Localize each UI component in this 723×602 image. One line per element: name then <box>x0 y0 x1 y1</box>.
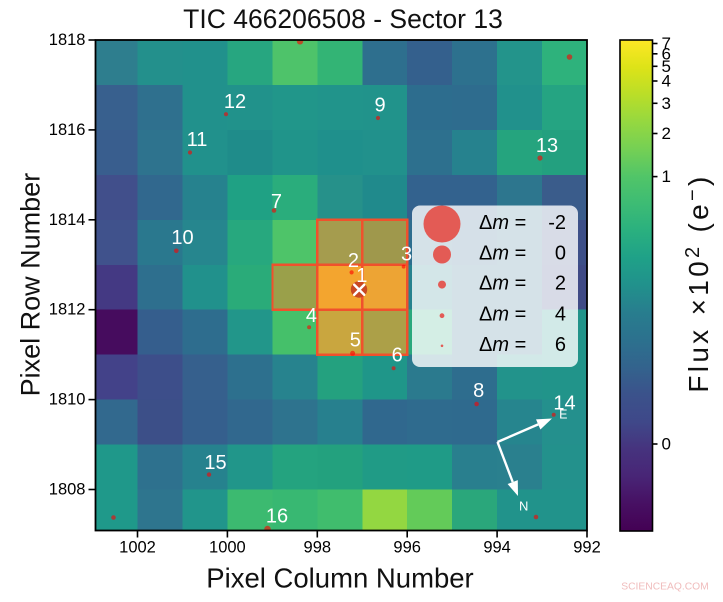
svg-text:2: 2 <box>662 124 671 143</box>
svg-text:4: 4 <box>555 304 566 326</box>
svg-text:4: 4 <box>306 305 317 327</box>
svg-text:3: 3 <box>662 94 671 113</box>
svg-text:5: 5 <box>350 330 361 352</box>
svg-text:1812: 1812 <box>49 301 86 319</box>
svg-text:9: 9 <box>374 95 385 117</box>
svg-text:1000: 1000 <box>209 539 246 557</box>
svg-text:1: 1 <box>356 265 367 287</box>
svg-text:11: 11 <box>187 129 208 151</box>
svg-text:-2: -2 <box>548 212 566 234</box>
svg-text:7: 7 <box>662 34 671 53</box>
svg-text:Δm =: Δm = <box>479 243 526 265</box>
svg-text:10: 10 <box>171 227 193 249</box>
svg-text:TIC 466206508 - Sector 13: TIC 466206508 - Sector 13 <box>183 4 503 34</box>
svg-text:Δm =: Δm = <box>479 273 526 295</box>
svg-text:15: 15 <box>204 452 226 474</box>
svg-text:Δm =: Δm = <box>479 212 526 234</box>
svg-text:1816: 1816 <box>49 121 86 139</box>
svg-text:2: 2 <box>555 273 566 295</box>
svg-text:Pixel Row Number: Pixel Row Number <box>16 173 46 397</box>
svg-text:6: 6 <box>392 345 403 367</box>
svg-text:13: 13 <box>536 135 558 157</box>
svg-text:2: 2 <box>348 250 359 272</box>
svg-text:994: 994 <box>483 539 511 557</box>
svg-text:1814: 1814 <box>49 211 86 229</box>
svg-text:0: 0 <box>555 243 566 265</box>
svg-text:1: 1 <box>662 167 671 186</box>
svg-text:16: 16 <box>266 506 288 528</box>
svg-text:6: 6 <box>555 334 566 356</box>
svg-text:998: 998 <box>304 539 332 557</box>
svg-text:SCIENCEAQ.COM: SCIENCEAQ.COM <box>621 582 709 593</box>
svg-text:E: E <box>559 408 567 422</box>
svg-text:1808: 1808 <box>49 481 86 499</box>
svg-text:3: 3 <box>401 244 412 266</box>
svg-text:992: 992 <box>573 539 601 557</box>
svg-text:4: 4 <box>662 72 671 91</box>
svg-text:8: 8 <box>473 380 484 402</box>
svg-text:N: N <box>519 499 528 514</box>
svg-text:5: 5 <box>662 57 671 76</box>
svg-text:1810: 1810 <box>49 391 86 409</box>
svg-text:Δm =: Δm = <box>479 334 526 356</box>
svg-text:7: 7 <box>271 191 282 213</box>
svg-text:1818: 1818 <box>49 31 86 49</box>
svg-text:12: 12 <box>224 91 246 113</box>
svg-text:Pixel Column Number: Pixel Column Number <box>206 563 473 594</box>
svg-text:Flux ×102 (e−): Flux ×102 (e−) <box>682 173 714 392</box>
svg-text:0: 0 <box>662 435 671 454</box>
svg-text:1002: 1002 <box>119 539 156 557</box>
svg-text:14: 14 <box>553 393 575 415</box>
svg-text:996: 996 <box>393 539 421 557</box>
svg-text:Δm =: Δm = <box>479 304 526 326</box>
svg-text:6: 6 <box>662 44 671 63</box>
